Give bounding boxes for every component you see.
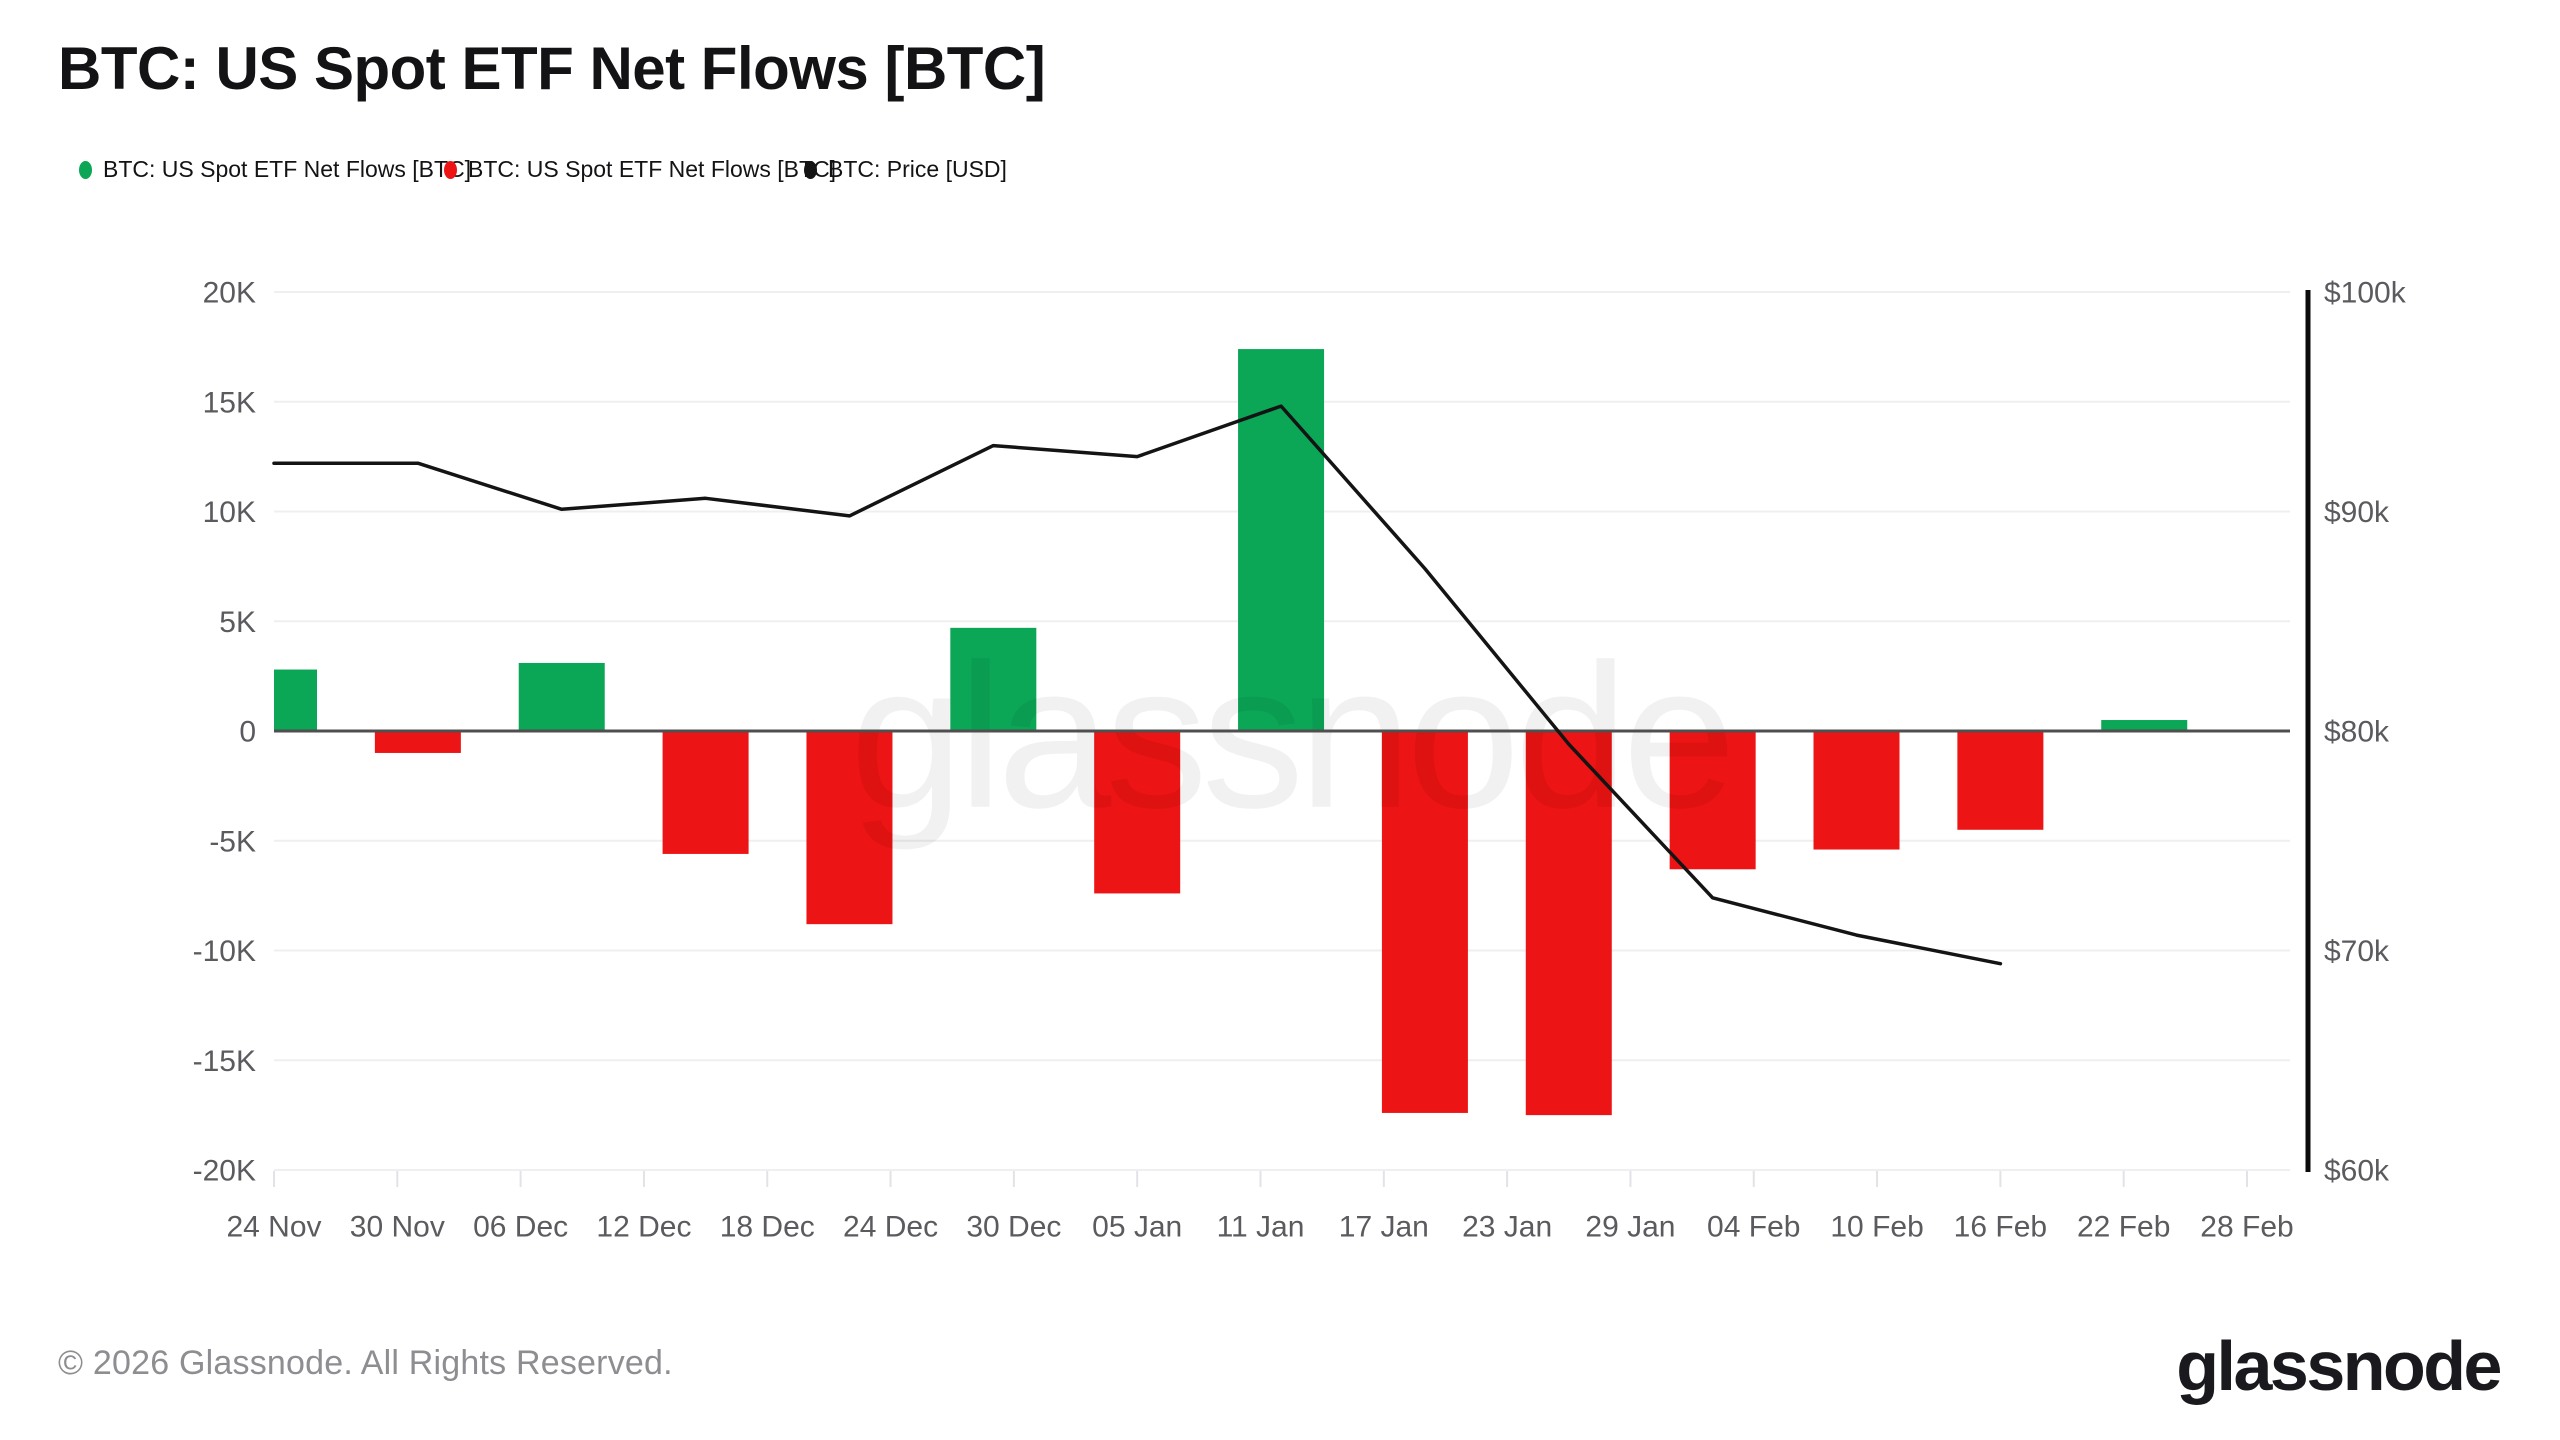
netflow-bar-22-Dec xyxy=(806,731,893,925)
bars-group xyxy=(274,349,2188,1116)
legend-label: BTC: Price [USD] xyxy=(828,156,1007,182)
legend-item-price[interactable]: BTC: Price [USD] xyxy=(804,156,1007,183)
netflow-bar-02-Feb xyxy=(1669,731,1756,870)
legend: BTC: US Spot ETF Net Flows [BTC] BTC: US… xyxy=(0,156,2560,186)
y-left-tick-label: 5K xyxy=(219,606,256,639)
netflow-bar-24-Nov xyxy=(274,669,317,731)
netflow-bar-05-Jan xyxy=(1094,731,1181,894)
x-tick-label: 24 Dec xyxy=(843,1211,938,1244)
chart-title: BTC: US Spot ETF Net Flows [BTC] xyxy=(58,35,1046,102)
y-right-tick-label: $80k xyxy=(2324,716,2390,749)
legend-item-netflows-negative[interactable]: BTC: US Spot ETF Net Flows [BTC] xyxy=(444,156,836,183)
price-line xyxy=(272,404,2003,966)
legend-item-netflows-positive[interactable]: BTC: US Spot ETF Net Flows [BTC] xyxy=(79,156,471,183)
x-tick-label: 12 Dec xyxy=(596,1211,691,1244)
y-left-tick-label: 20K xyxy=(203,277,256,310)
netflow-bar-29-Dec xyxy=(950,627,1037,731)
netflow-bar-23-Feb xyxy=(2101,720,2188,731)
netflow-bar-08-Dec xyxy=(518,662,605,731)
netflow-bar-09-Feb xyxy=(1813,731,1900,850)
netflow-bar-12-Jan xyxy=(1238,349,1325,731)
x-tick-label: 30 Dec xyxy=(966,1211,1061,1244)
y-left-tick-label: 0 xyxy=(239,716,256,749)
netflow-bar-16-Feb xyxy=(1957,731,2044,830)
y-left-tick-label: -15K xyxy=(193,1045,256,1078)
legend-marker-black-dot-icon xyxy=(804,160,817,179)
x-tick-label: 04 Feb xyxy=(1707,1211,1800,1244)
x-tick-label: 23 Jan xyxy=(1462,1211,1552,1244)
y-left-tick-label: 15K xyxy=(203,386,256,419)
y-left-tick-label: -5K xyxy=(209,825,256,858)
legend-label: BTC: US Spot ETF Net Flows [BTC] xyxy=(468,156,837,182)
netflow-bar-26-Jan xyxy=(1525,731,1612,1116)
x-tick-label: 05 Jan xyxy=(1092,1211,1182,1244)
y-right-tick-label: $90k xyxy=(2324,496,2390,529)
x-tick-label: 16 Feb xyxy=(1954,1211,2047,1244)
x-tick-label: 28 Feb xyxy=(2200,1211,2293,1244)
y-right-tick-label: $70k xyxy=(2324,935,2390,968)
x-tick-label: 30 Nov xyxy=(350,1211,445,1244)
y-left-tick-label: 10K xyxy=(203,496,256,529)
copyright-text: © 2026 Glassnode. All Rights Reserved. xyxy=(58,1344,673,1382)
y-right-tick-label: $100k xyxy=(2324,277,2407,310)
y-left-tick-label: -10K xyxy=(193,935,256,968)
legend-label: BTC: US Spot ETF Net Flows [BTC] xyxy=(103,156,472,182)
y-left-tick-label: -20K xyxy=(193,1155,256,1188)
glassnode-logo: glassnode xyxy=(2176,1327,2502,1405)
x-tick-label: 29 Jan xyxy=(1585,1211,1675,1244)
netflow-bar-01-Dec xyxy=(374,731,461,753)
glassnode-watermark: glassnode xyxy=(850,622,1731,851)
netflow-bar-15-Dec xyxy=(662,731,749,854)
legend-marker-green-dot-icon xyxy=(79,160,92,179)
x-tick-label: 06 Dec xyxy=(473,1211,568,1244)
legend-marker-red-dot-icon xyxy=(444,160,457,179)
y-right-tick-label: $60k xyxy=(2324,1155,2390,1188)
x-tick-label: 22 Feb xyxy=(2077,1211,2170,1244)
x-tick-label: 11 Jan xyxy=(1217,1211,1305,1244)
x-tick-label: 24 Nov xyxy=(226,1211,321,1244)
x-tick-label: 17 Jan xyxy=(1339,1211,1429,1244)
x-tick-label: 10 Feb xyxy=(1830,1211,1923,1244)
netflow-bar-19-Jan xyxy=(1381,731,1468,1113)
x-tick-label: 18 Dec xyxy=(720,1211,815,1244)
